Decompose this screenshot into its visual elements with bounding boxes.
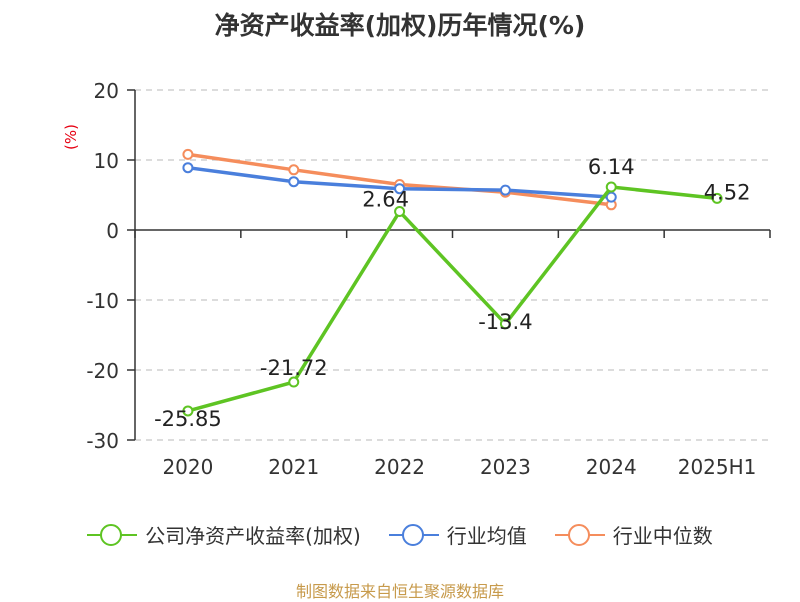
- data-point: [288, 176, 300, 188]
- y-tick-label: -10: [86, 289, 119, 313]
- x-tick-label: 2022: [374, 455, 425, 479]
- legend-item-industry-median[interactable]: 行业中位数: [554, 520, 713, 549]
- legend-item-company[interactable]: 公司净资产收益率(加权): [87, 520, 361, 549]
- y-tick-label: 20: [94, 79, 119, 103]
- data-point: [288, 376, 300, 388]
- legend-symbol-industry-median: [554, 523, 605, 546]
- data-label: -21.72: [260, 356, 328, 380]
- x-tick-label: 2024: [586, 455, 637, 479]
- y-tick-label: -20: [86, 359, 119, 383]
- legend-label-industry-mean: 行业均值: [446, 524, 527, 548]
- y-tick-label: 0: [106, 219, 119, 243]
- data-point: [394, 183, 406, 195]
- legend: 公司净资产收益率(加权) 行业均值 行业中位数: [0, 520, 800, 549]
- data-point: [499, 318, 511, 330]
- legend-symbol-company: [87, 523, 138, 546]
- data-point: [711, 192, 723, 204]
- data-point: [605, 181, 617, 193]
- legend-label-industry-median: 行业中位数: [612, 524, 713, 548]
- legend-symbol-industry-mean: [388, 523, 439, 546]
- y-tick-label: -30: [86, 429, 119, 453]
- x-tick-label: 2025H1: [678, 455, 757, 479]
- data-point: [182, 148, 194, 160]
- data-point: [394, 206, 406, 218]
- chart-title: 净资产收益率(加权)历年情况(%): [214, 11, 586, 40]
- data-label: 6.14: [588, 155, 635, 179]
- data-label: 4.52: [704, 180, 751, 204]
- series-line-0: [187, 185, 718, 413]
- data-label: -25.85: [154, 407, 222, 431]
- data-point: [182, 405, 194, 417]
- x-tick-label: 2020: [162, 455, 213, 479]
- data-source-note: 制图数据来自恒生聚源数据库: [295, 582, 504, 601]
- data-point: [605, 191, 617, 203]
- legend-item-industry-mean[interactable]: 行业均值: [388, 520, 527, 549]
- x-tick-label: 2021: [268, 455, 319, 479]
- data-label: 2.64: [362, 188, 409, 212]
- data-point: [182, 162, 194, 174]
- x-tick-label: 2023: [480, 455, 531, 479]
- legend-label-company: 公司净资产收益率(加权): [145, 524, 361, 548]
- data-point: [499, 184, 511, 196]
- y-tick-label: 10: [94, 149, 119, 173]
- data-point: [288, 164, 300, 176]
- data-label: -13.4: [478, 310, 532, 334]
